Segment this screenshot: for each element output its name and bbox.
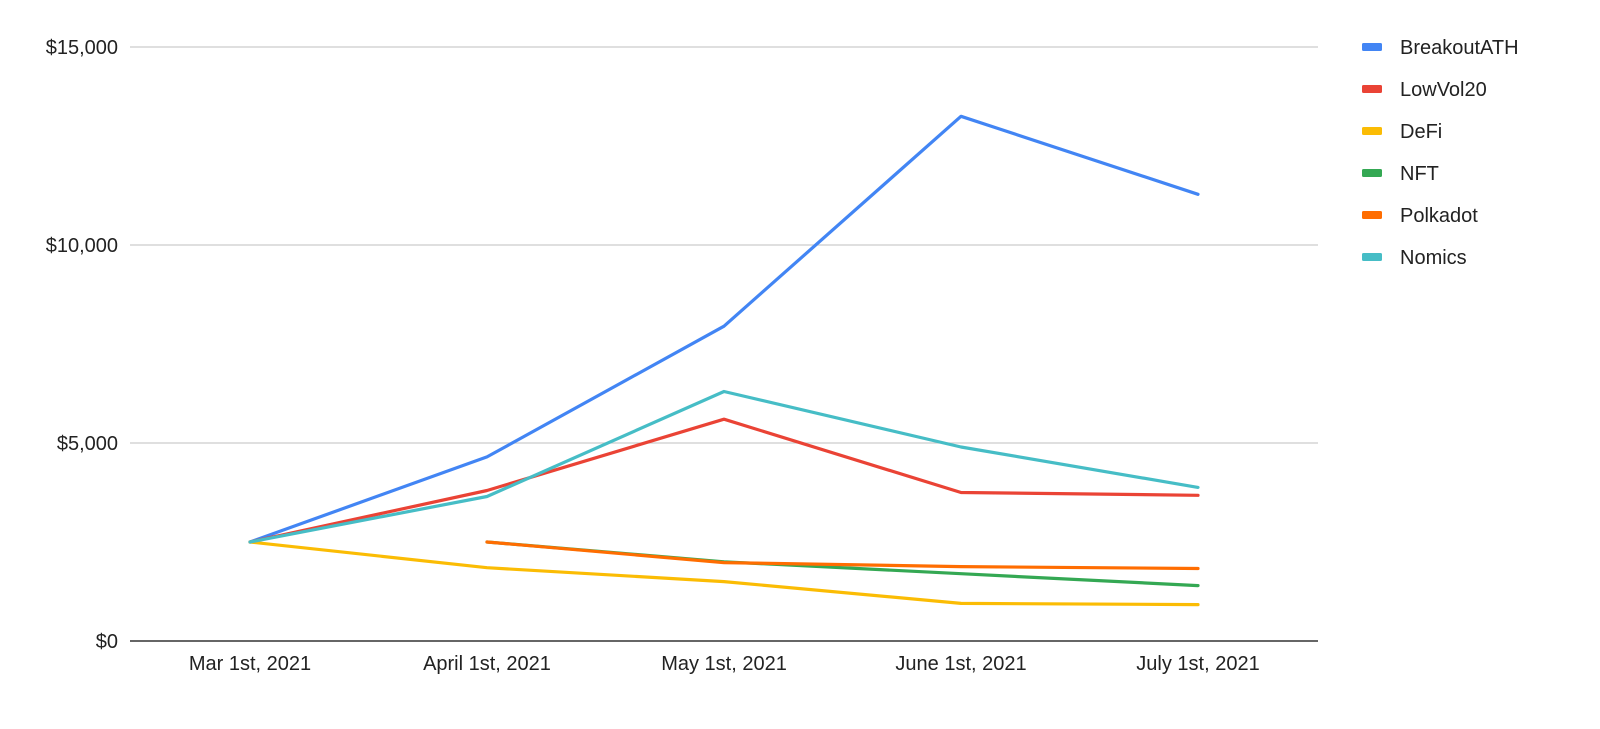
legend-swatch bbox=[1362, 85, 1382, 93]
y-tick-label: $10,000 bbox=[46, 235, 118, 257]
series-line-nomics bbox=[248, 389, 1200, 544]
series-line-breakoutath bbox=[248, 114, 1200, 544]
x-tick-label: May 1st, 2021 bbox=[661, 653, 787, 675]
series-line-defi bbox=[248, 540, 1200, 607]
legend-item-nomics: Nomics bbox=[1362, 247, 1467, 269]
legend-swatch bbox=[1362, 43, 1382, 51]
x-tick-label: April 1st, 2021 bbox=[423, 653, 551, 675]
legend-item-polkadot: Polkadot bbox=[1362, 205, 1478, 227]
legend-swatch bbox=[1362, 211, 1382, 219]
series-line-lowvol20 bbox=[248, 417, 1200, 544]
y-axis: $0 $5,000 $10,000 $15,000 bbox=[46, 37, 118, 653]
legend-item-nft: NFT bbox=[1362, 163, 1439, 185]
legend-label: NFT bbox=[1400, 163, 1439, 185]
legend-swatch bbox=[1362, 127, 1382, 135]
legend-label: DeFi bbox=[1400, 121, 1442, 143]
series-lines bbox=[248, 114, 1200, 607]
series-line-polkadot bbox=[485, 540, 1200, 571]
legend-item-breakoutath: BreakoutATH bbox=[1362, 37, 1519, 59]
legend-swatch bbox=[1362, 253, 1382, 261]
x-tick-label: July 1st, 2021 bbox=[1136, 653, 1259, 675]
legend-label: Nomics bbox=[1400, 247, 1467, 269]
x-tick-label: June 1st, 2021 bbox=[895, 653, 1026, 675]
legend-label: BreakoutATH bbox=[1400, 37, 1519, 59]
legend-label: Polkadot bbox=[1400, 205, 1478, 227]
legend-swatch bbox=[1362, 169, 1382, 177]
legend-label: LowVol20 bbox=[1400, 79, 1487, 101]
legend-item-lowvol20: LowVol20 bbox=[1362, 79, 1487, 101]
y-tick-label: $0 bbox=[96, 631, 118, 653]
y-tick-label: $5,000 bbox=[57, 433, 118, 455]
x-tick-label: Mar 1st, 2021 bbox=[189, 653, 311, 675]
x-axis: Mar 1st, 2021 April 1st, 2021 May 1st, 202… bbox=[189, 653, 1260, 675]
legend: BreakoutATH LowVol20 DeFi NFT Polkadot Nomics bbox=[1362, 37, 1519, 269]
legend-item-defi: DeFi bbox=[1362, 121, 1442, 143]
gridlines bbox=[130, 46, 1318, 642]
y-tick-label: $15,000 bbox=[46, 37, 118, 59]
